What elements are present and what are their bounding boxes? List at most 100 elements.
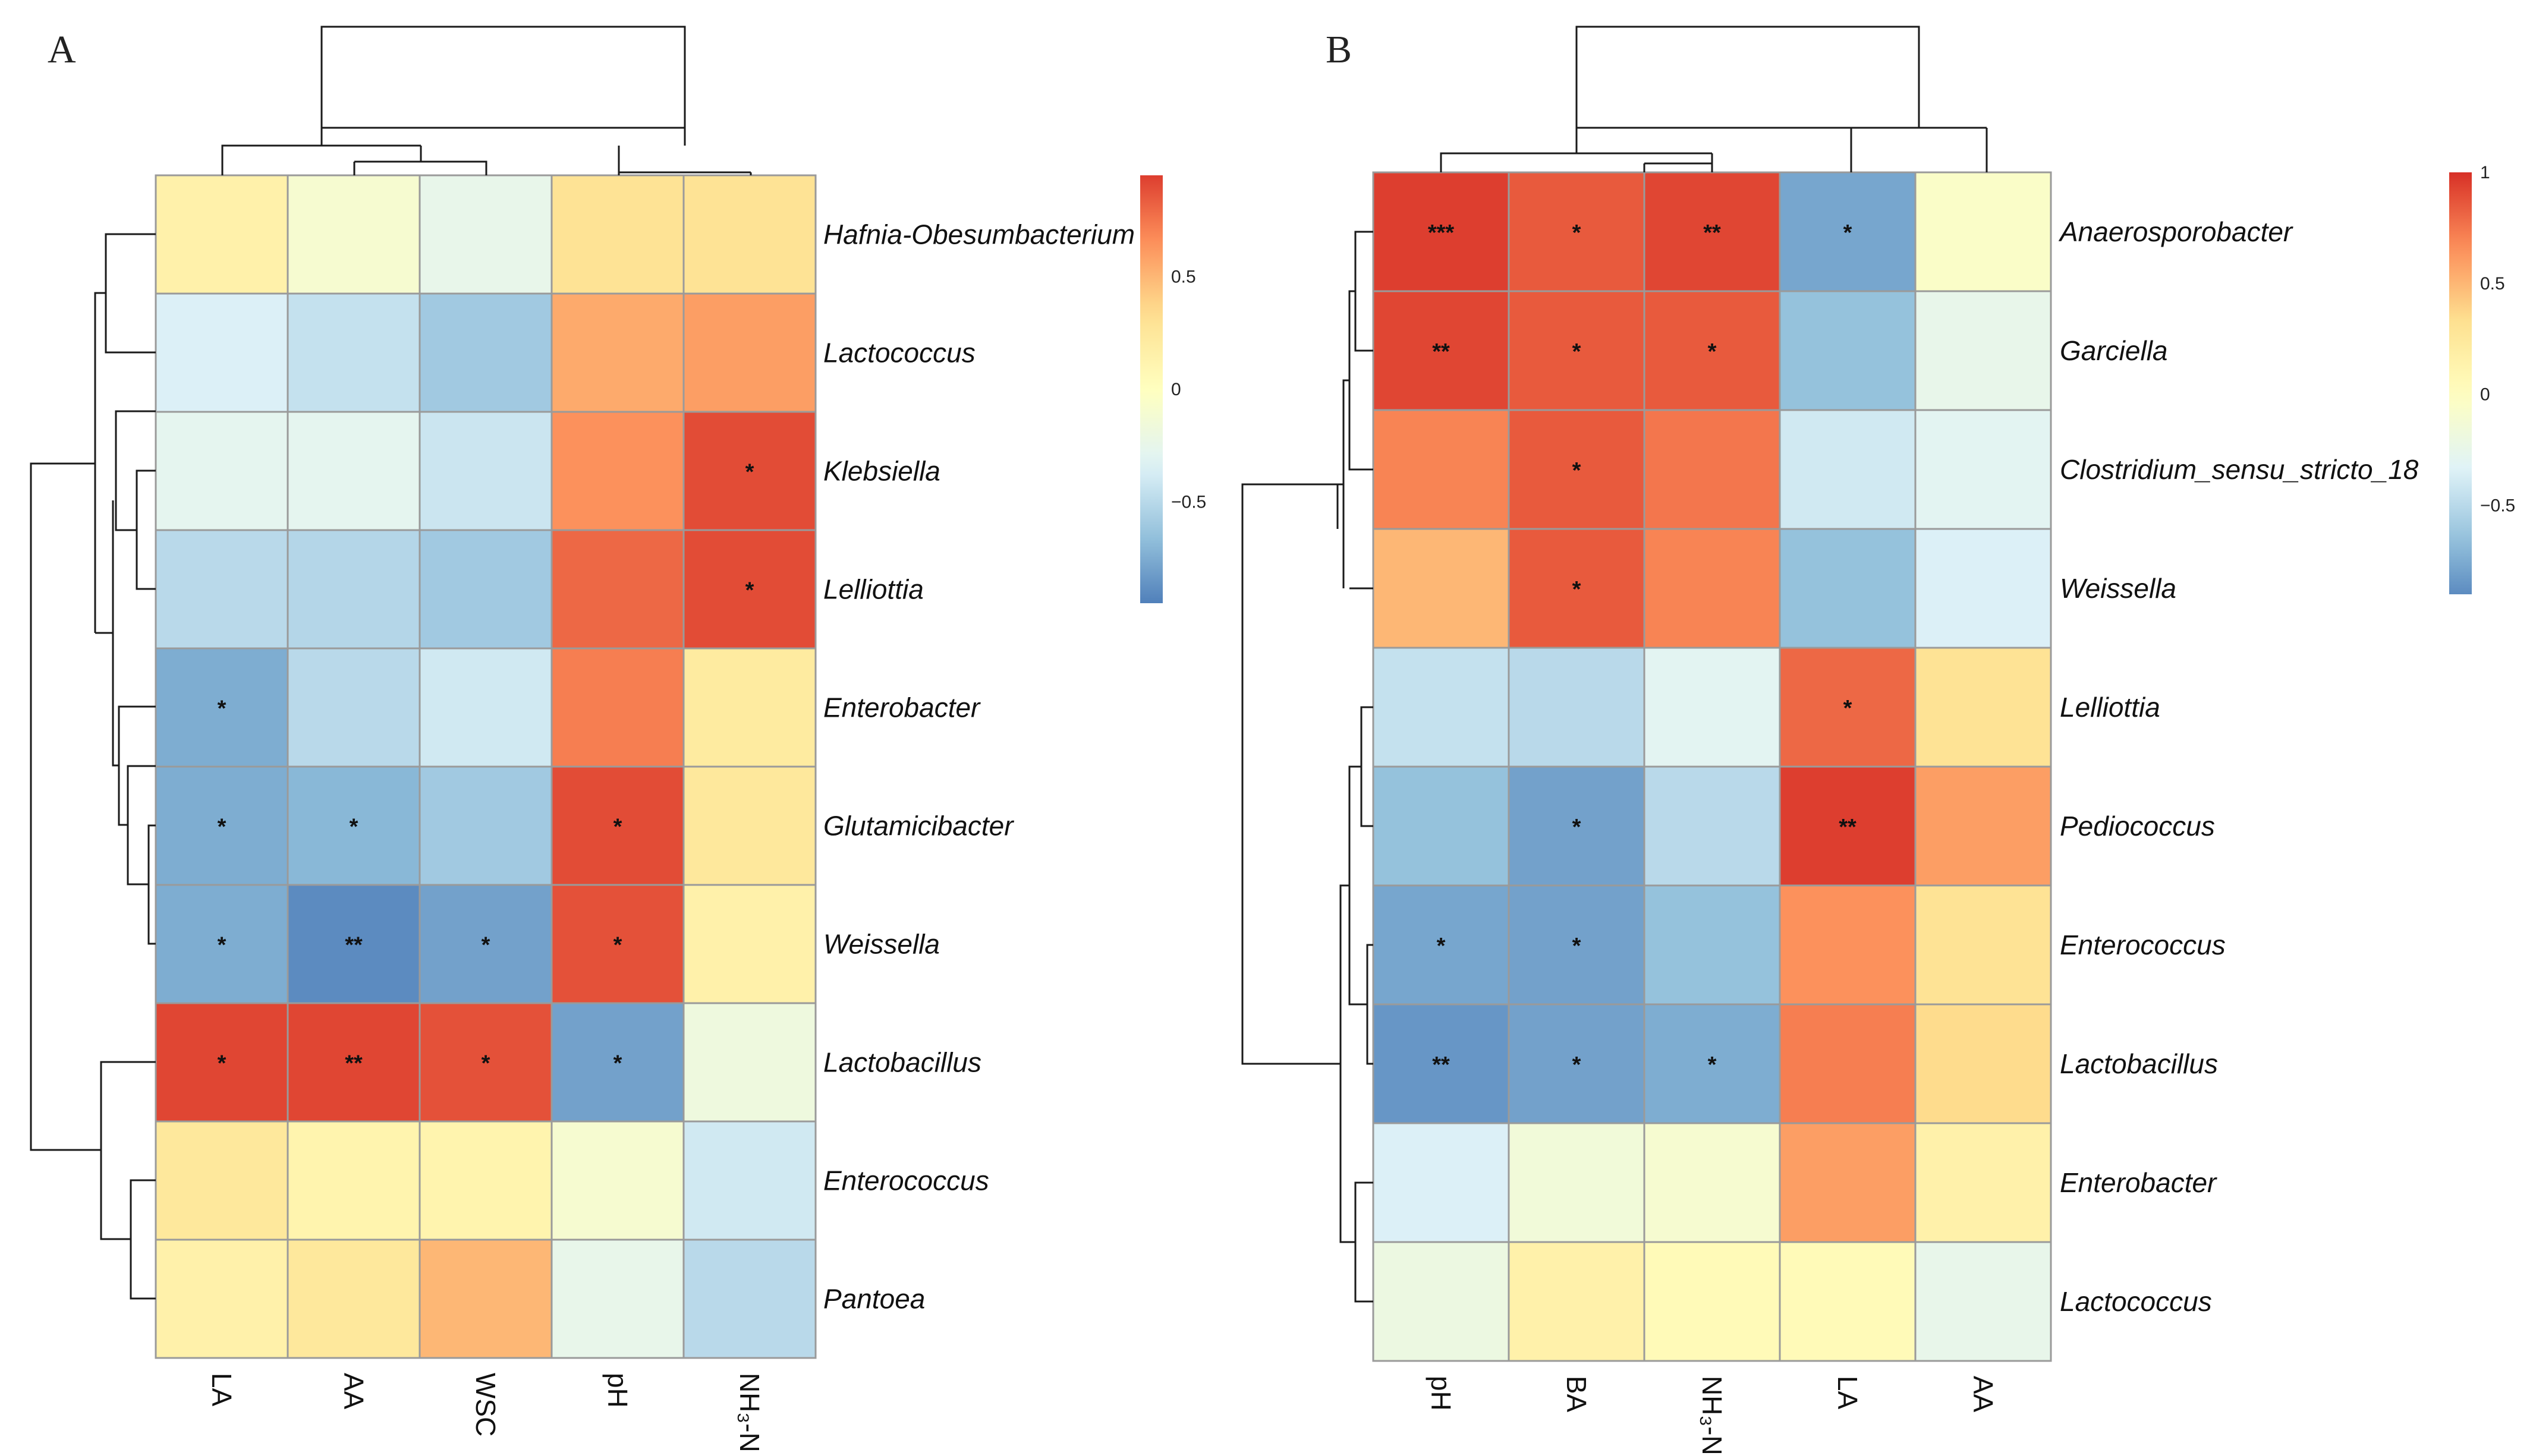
dendrogram xyxy=(1241,26,1988,1303)
heatmap-panel-a: A**** * ** ** * ** ** * *Hafnia-ObesumbacteriumL… xyxy=(30,26,1206,1452)
column-label: BA xyxy=(1561,1376,1592,1413)
significance-mark: ** xyxy=(345,933,363,958)
heatmap-cell xyxy=(682,411,817,531)
heatmap-cell xyxy=(419,884,553,1004)
heatmap-cell xyxy=(287,411,421,531)
significance-mark: * xyxy=(482,1051,490,1076)
heatmap-cell xyxy=(287,174,421,295)
heatmap-cell xyxy=(1508,765,1645,887)
significance-mark: ** xyxy=(1432,1052,1450,1077)
significance-mark: * xyxy=(218,933,226,958)
heatmap-cell xyxy=(1779,1122,1917,1243)
significance-mark: * xyxy=(745,460,754,485)
heatmap-cell xyxy=(1372,528,1510,649)
dendrogram xyxy=(30,26,752,1300)
heatmap-cell xyxy=(1914,1122,2052,1243)
heatmap-cell xyxy=(1914,765,2052,887)
heatmap-cell xyxy=(1372,884,1510,1006)
significance-mark: ** xyxy=(345,1051,363,1076)
significance-mark: * xyxy=(1437,934,1446,959)
heatmap-cell xyxy=(1643,171,1781,292)
heatmap-cell xyxy=(682,1002,817,1123)
column-dendrogram-branch xyxy=(1440,152,1712,172)
heatmap-cell xyxy=(550,647,685,768)
significance-mark: * xyxy=(613,815,622,840)
heatmap-cell xyxy=(155,647,289,768)
heatmap-cell xyxy=(1914,290,2052,411)
heatmap-cell xyxy=(287,765,421,886)
row-label: Pediococcus xyxy=(2060,811,2215,842)
significance-mark: * xyxy=(1708,1052,1717,1077)
heatmap-cell xyxy=(1643,765,1781,887)
row-label: Pantoea xyxy=(823,1284,925,1315)
heatmap-cell xyxy=(1779,290,1917,411)
heatmap-cell xyxy=(682,884,817,1004)
heatmap-cell xyxy=(682,1120,817,1241)
heatmap-cell xyxy=(1508,1122,1645,1243)
legend-tick-label: 1 xyxy=(2480,163,2490,182)
heatmap-cell xyxy=(155,529,289,650)
row-label: Enterobacter xyxy=(823,692,981,723)
heatmap-cell xyxy=(550,884,685,1004)
significance-mark: * xyxy=(613,1051,622,1076)
heatmap-cell xyxy=(682,292,817,413)
heatmap-cell xyxy=(1914,409,2052,530)
heatmap-cells: *** * ** *** * ***** *** *** * * xyxy=(1372,171,2052,1362)
heatmap-cell xyxy=(155,1002,289,1123)
heatmap-cell xyxy=(550,174,685,295)
row-dendrogram-branch xyxy=(94,292,106,633)
significance-mark: ** xyxy=(1432,339,1450,364)
row-label: Weissella xyxy=(823,929,940,960)
heatmap-cell xyxy=(1643,1241,1781,1362)
heatmap-cell xyxy=(1779,1241,1917,1362)
row-label: Enterococcus xyxy=(2060,929,2226,960)
row-dendrogram-branch xyxy=(112,500,119,767)
column-label: AA xyxy=(338,1373,369,1410)
significance-mark: * xyxy=(1572,934,1581,959)
heatmap-cell xyxy=(1508,1003,1645,1124)
row-label: Lelliottia xyxy=(2060,692,2160,723)
row-dendrogram-branch xyxy=(30,462,101,1151)
heatmap-cell xyxy=(1643,528,1781,649)
row-label: Enterobacter xyxy=(2060,1167,2217,1198)
heatmap-cell xyxy=(1914,171,2052,292)
row-dendrogram-branch xyxy=(1241,483,1341,1065)
column-dendrogram-branch xyxy=(320,127,686,146)
heatmap-cells: **** * ** ** * ** ** * * xyxy=(155,174,817,1359)
heatmap-cell xyxy=(1508,647,1645,768)
row-label: Lactococcus xyxy=(823,338,976,368)
legend-colorbar xyxy=(1140,175,1163,603)
heatmap-cell xyxy=(1779,1003,1917,1124)
significance-mark: * xyxy=(482,933,490,958)
row-label: Anaerosporobacter xyxy=(2058,216,2293,247)
significance-mark: * xyxy=(745,578,754,603)
column-label: pH xyxy=(602,1373,633,1408)
heatmap-cell xyxy=(287,647,421,768)
heatmap-cell xyxy=(155,1238,289,1359)
significance-mark: * xyxy=(218,1051,226,1076)
column-label: NH₃-N xyxy=(734,1373,765,1452)
heatmap-cell xyxy=(1508,528,1645,649)
row-label: Hafnia-Obesumbacterium xyxy=(823,219,1135,250)
row-label: Enterococcus xyxy=(823,1165,989,1196)
legend-tick-label: 0.5 xyxy=(2480,274,2505,294)
significance-mark: * xyxy=(1572,339,1581,364)
column-label: pH xyxy=(1426,1376,1456,1411)
heatmap-cell xyxy=(287,1238,421,1359)
color-legend: 0.5 0 −0.5 xyxy=(1140,175,1206,603)
heatmap-cell xyxy=(1914,647,2052,768)
heatmap-cell xyxy=(1643,290,1781,411)
row-dendrogram-branch xyxy=(1342,379,1349,588)
row-label: Clostridium_sensu_stricto_18 xyxy=(2060,454,2419,485)
heatmap-cell xyxy=(682,647,817,768)
significance-mark: * xyxy=(1572,1052,1581,1077)
significance-mark: * xyxy=(218,815,226,840)
heatmap-cell xyxy=(419,765,553,886)
heatmap-cell xyxy=(550,1120,685,1241)
legend-tick-label: −0.5 xyxy=(1171,492,1206,512)
significance-mark: * xyxy=(218,697,226,721)
heatmap-cell xyxy=(550,292,685,413)
significance-mark: * xyxy=(1572,577,1581,602)
row-label: Weissella xyxy=(2060,573,2176,604)
